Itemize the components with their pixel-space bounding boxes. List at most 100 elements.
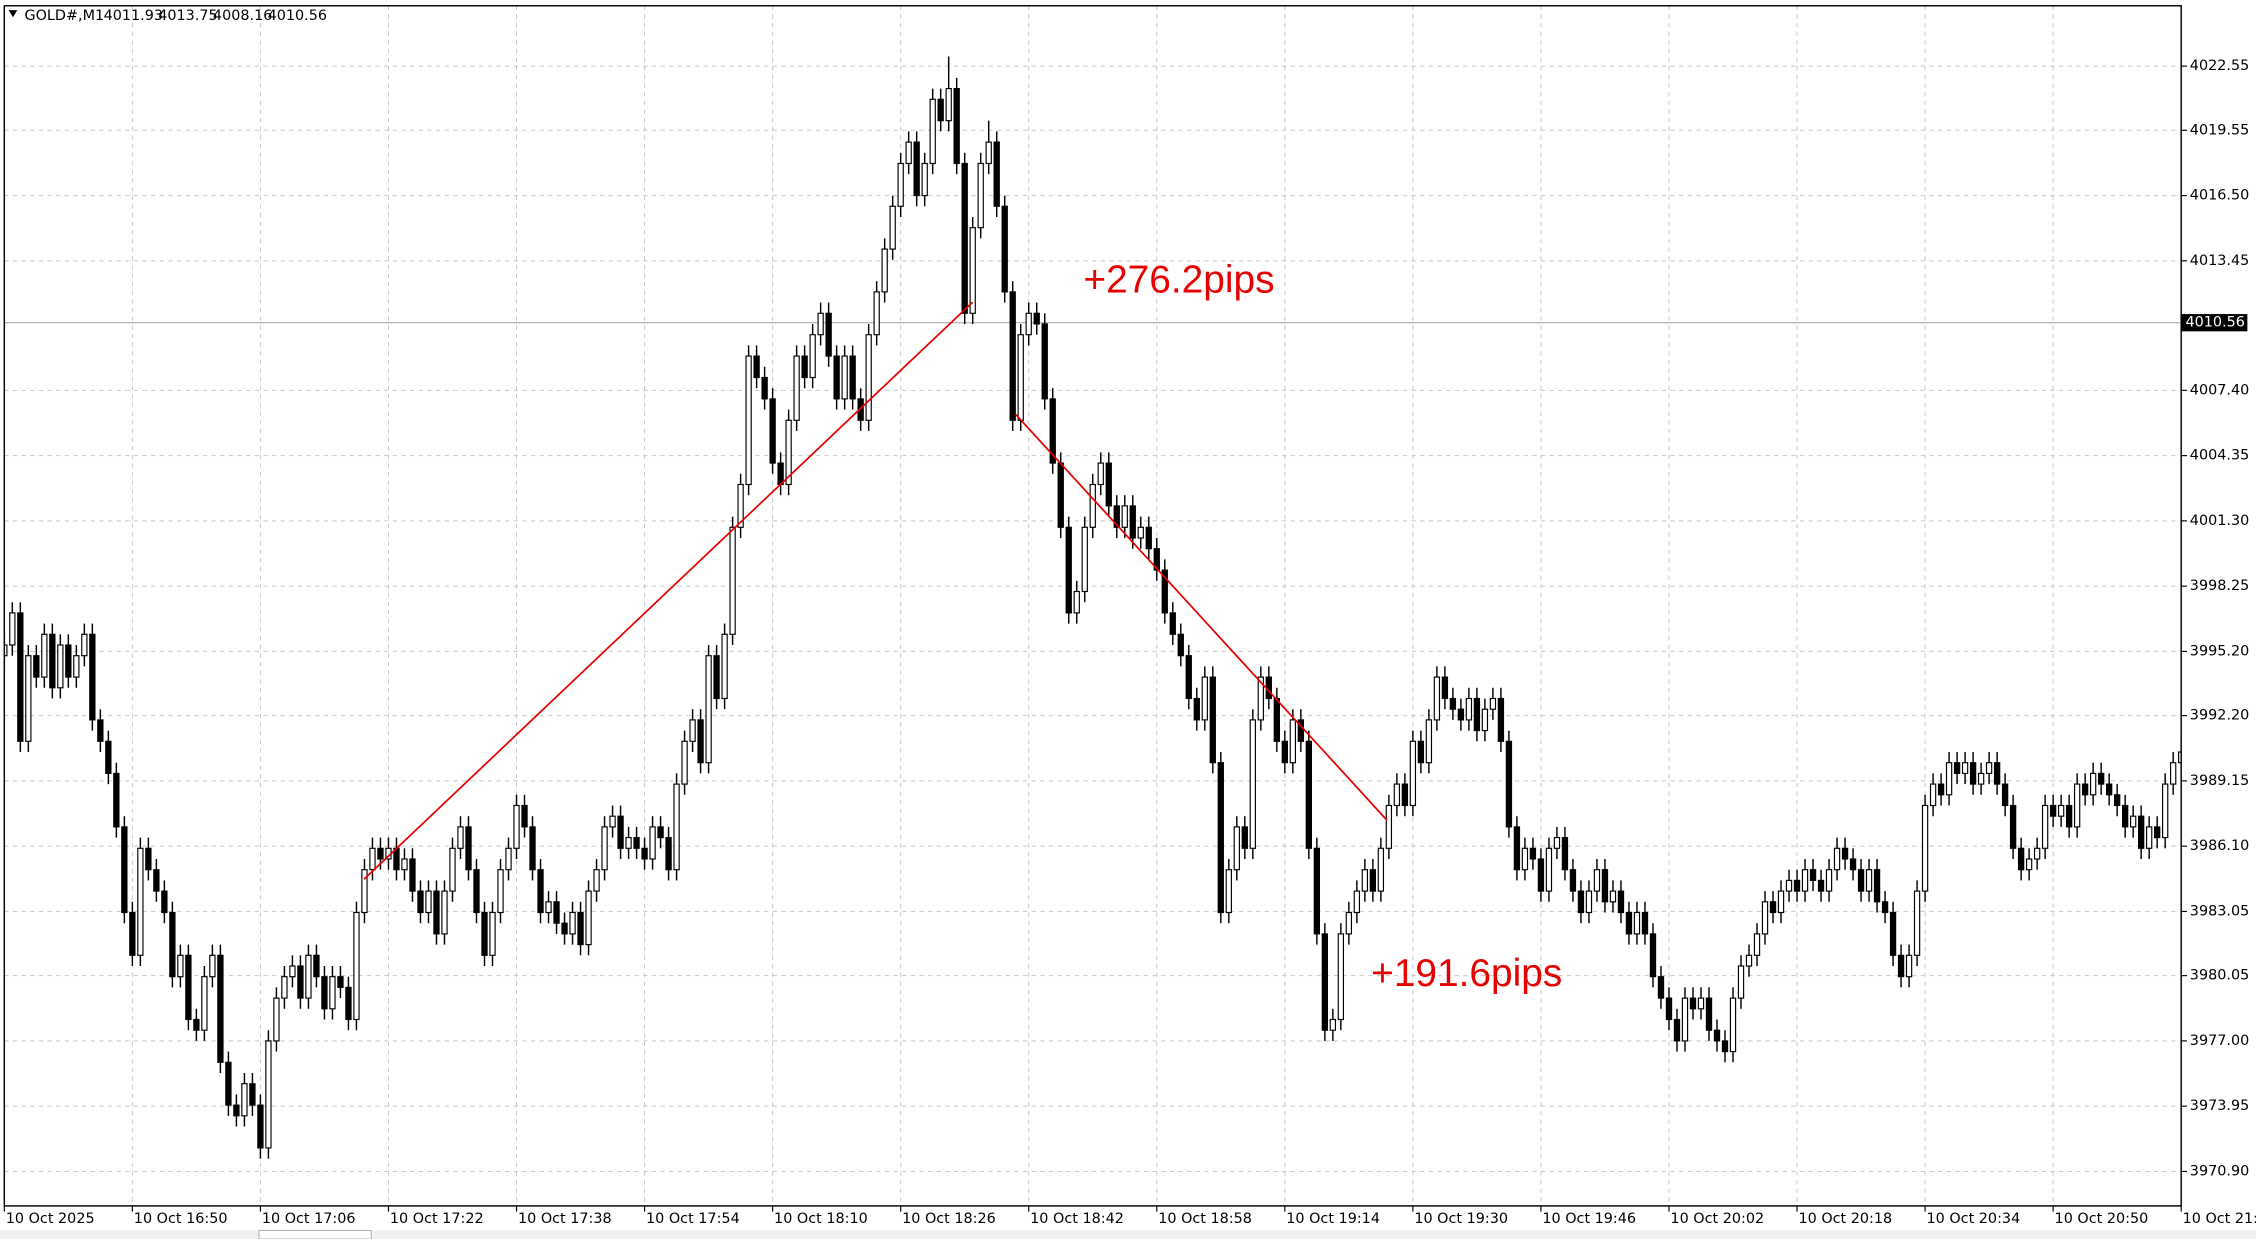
candle-body <box>873 291 880 336</box>
candle-body <box>817 312 824 336</box>
candle-body <box>1249 719 1256 849</box>
candle-body <box>1185 655 1192 700</box>
candle-body <box>1209 676 1216 764</box>
candles <box>4 56 2182 1159</box>
candle-body <box>1217 762 1224 914</box>
candle-body <box>465 826 472 871</box>
candle-body <box>681 740 688 785</box>
candle-body <box>1033 312 1040 325</box>
candle-body <box>201 976 208 1031</box>
candle-body <box>41 633 48 678</box>
candle-body <box>2089 772 2097 796</box>
grid <box>4 5 2182 1206</box>
candle-body <box>1537 858 1545 892</box>
candle-body <box>1729 997 1737 1053</box>
candle-body <box>2025 858 2033 871</box>
candle-body <box>1553 837 1561 849</box>
candle-body <box>1617 890 1625 914</box>
candle-body <box>777 462 784 486</box>
candle-body <box>1345 911 1353 935</box>
candle-body <box>929 98 936 165</box>
candle-body <box>161 890 168 914</box>
candle-body <box>2121 804 2129 828</box>
candle-body <box>1241 826 1248 849</box>
candle-body <box>497 869 504 914</box>
candle-body <box>1865 869 1873 892</box>
candle-body <box>2073 783 2081 828</box>
chart-tab[interactable] <box>258 1229 372 1239</box>
candle-body <box>657 826 664 839</box>
candle-body <box>1473 697 1481 732</box>
candle-body <box>1009 291 1016 421</box>
candle-body <box>937 98 944 122</box>
y-tick-label: 3977.00 <box>2190 1033 2249 1049</box>
candle-body <box>1017 334 1024 421</box>
y-tick-label: 4013.45 <box>2190 253 2249 269</box>
candle-body <box>121 826 128 914</box>
x-tick-label: 10 Oct 21:06 <box>2183 1211 2256 1227</box>
candle-body <box>1089 483 1096 528</box>
candle-body <box>1505 740 1513 828</box>
candle-body <box>281 976 288 999</box>
candle-body <box>1945 762 1953 796</box>
x-tick-label: 10 Oct 19:14 <box>1286 1211 1380 1227</box>
candle-body <box>1449 697 1457 710</box>
candle-body <box>1657 976 1665 999</box>
x-tick-label: 10 Oct 18:58 <box>1158 1211 1252 1227</box>
y-tick-label: 4016.50 <box>2190 188 2249 204</box>
candle-body <box>17 612 24 742</box>
candle-body <box>1377 847 1385 892</box>
candle-body <box>329 976 336 1010</box>
candle-body <box>1857 869 1865 892</box>
candle-body <box>433 890 440 935</box>
candle-body <box>1641 911 1649 935</box>
candle-body <box>1769 901 1777 914</box>
candle-body <box>913 141 920 197</box>
candle-body <box>1105 462 1112 507</box>
candle-body <box>409 858 416 892</box>
candle-body <box>601 826 608 871</box>
candle-body <box>25 655 32 742</box>
candle-body <box>193 1018 200 1031</box>
candle-body <box>1993 762 2001 785</box>
candle-body <box>1817 879 1825 892</box>
candle-body <box>377 847 384 860</box>
candle-body <box>1233 826 1240 871</box>
trend-line <box>363 301 974 880</box>
candle-body <box>1041 323 1048 400</box>
x-tick-label: 10 Oct 19:30 <box>1414 1211 1508 1227</box>
menu-triangle[interactable] <box>8 10 18 18</box>
candle-body <box>1801 869 1809 892</box>
candle-body <box>1433 676 1441 721</box>
candle-body <box>993 141 1000 207</box>
candle-body <box>577 911 584 946</box>
candle-body <box>1265 676 1272 700</box>
candle-body <box>865 334 872 421</box>
candle-body <box>297 965 304 999</box>
candle-body <box>897 162 904 207</box>
header-price: 4013.75 <box>158 8 217 24</box>
candle-body <box>1673 1018 1681 1042</box>
candle-body <box>1721 1040 1729 1053</box>
candle-body <box>857 398 864 421</box>
y-tick-label: 4004.35 <box>2190 448 2249 464</box>
candle-body <box>1497 697 1505 742</box>
candle-body <box>753 355 760 379</box>
candle-body <box>1321 933 1329 1031</box>
candle-body <box>73 655 80 678</box>
candle-body <box>1401 783 1409 807</box>
current-price-label: 4010.56 <box>2186 315 2245 331</box>
candle-body <box>1561 837 1569 871</box>
candle-body <box>1273 697 1280 742</box>
candle-body <box>809 334 816 379</box>
x-tick-label: 10 Oct 16:50 <box>134 1211 228 1227</box>
y-tick-label: 3980.05 <box>2190 968 2249 984</box>
candle-body <box>1081 526 1088 593</box>
candle-body <box>1825 869 1833 892</box>
candle-body <box>833 355 840 400</box>
candle-body <box>977 162 984 229</box>
candle-body <box>665 837 672 871</box>
candle-body <box>1409 740 1417 807</box>
candle-body <box>1113 505 1120 528</box>
candle-body <box>1465 697 1473 721</box>
